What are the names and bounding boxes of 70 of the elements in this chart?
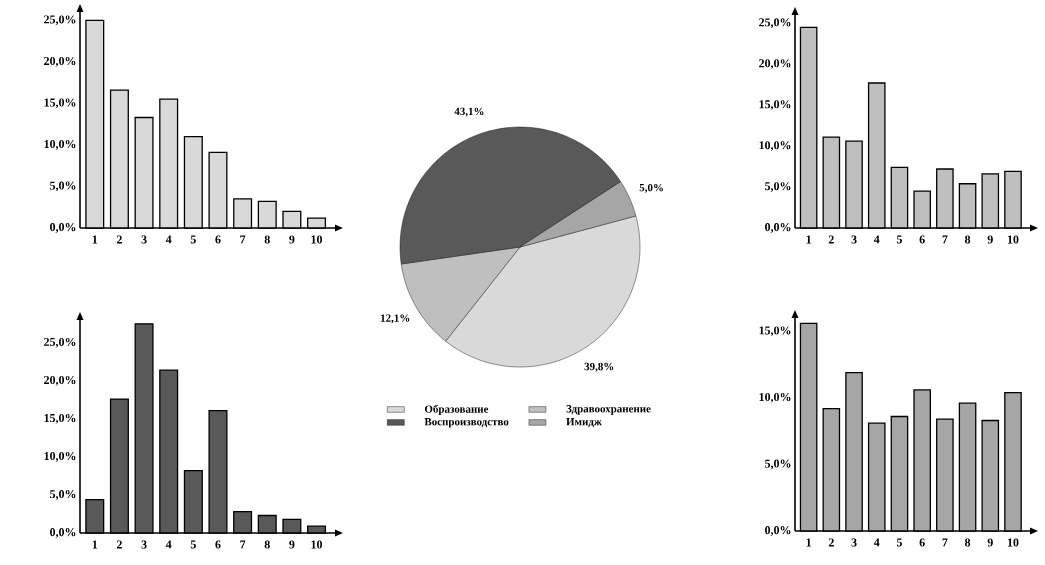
data-label: 43,1%	[454, 107, 484, 117]
x-tick-label: 5	[896, 235, 902, 244]
y-tick-label: 25,0%	[759, 18, 791, 29]
legend-label: Воспроизводство	[424, 418, 509, 428]
y-tick-label: 10,0%	[759, 392, 791, 403]
legend-label: Имидж	[566, 418, 602, 428]
y-tick-label: 25,0%	[44, 337, 76, 348]
data-label: 39,8%	[584, 362, 614, 372]
x-tick-label: 7	[240, 235, 246, 244]
x-tick-label: 8	[964, 538, 971, 547]
x-tick-label: 6	[215, 235, 221, 244]
x-tick-label: 9	[987, 538, 993, 547]
y-tick-label: 25,0%	[44, 15, 76, 26]
y-tick-label: 20,0%	[759, 59, 791, 70]
x-tick-label: 9	[289, 540, 295, 549]
x-tick-label: 10	[311, 235, 323, 244]
legend-label: Здравоохранение	[566, 405, 651, 415]
x-tick-label: 8	[264, 235, 270, 244]
x-tick-label: 3	[141, 540, 147, 549]
x-tick-label: 4	[873, 235, 880, 244]
x-tick-label: 10	[1007, 235, 1019, 244]
x-tick-label: 4	[165, 235, 172, 244]
y-tick-label: 5,0%	[50, 490, 76, 500]
x-tick-label: 6	[215, 540, 221, 549]
x-tick-label: 10	[311, 540, 323, 549]
x-tick-label: 2	[828, 538, 834, 547]
x-tick-label: 9	[987, 235, 993, 244]
x-tick-label: 5	[896, 538, 902, 547]
x-tick-label: 1	[806, 538, 811, 547]
x-tick-label: 7	[942, 235, 948, 244]
y-tick-label: 5,0%	[765, 182, 791, 192]
y-tick-label: 20,0%	[44, 56, 76, 67]
data-label: 5,0%	[639, 183, 663, 193]
y-tick-label: 0,0%	[50, 528, 76, 538]
y-tick-label: 10,0%	[44, 452, 76, 462]
legend-label: Образование	[424, 404, 489, 415]
x-tick-label: 7	[240, 540, 246, 549]
y-tick-label: 20,0%	[44, 375, 76, 386]
x-tick-label: 4	[873, 538, 880, 547]
x-tick-label: 6	[919, 235, 925, 244]
y-tick-label: 15,0%	[44, 98, 76, 109]
y-tick-label: 0,0%	[765, 223, 791, 233]
x-tick-label: 3	[851, 538, 857, 547]
x-tick-label: 10	[1007, 538, 1019, 547]
x-tick-label: 3	[851, 235, 857, 244]
x-tick-label: 4	[165, 540, 172, 549]
y-tick-label: 15,0%	[44, 413, 76, 424]
x-tick-label: 1	[806, 235, 811, 244]
x-tick-label: 5	[190, 235, 196, 244]
x-tick-label: 6	[919, 538, 925, 547]
y-tick-label: 10,0%	[44, 140, 76, 150]
x-tick-label: 2	[828, 235, 834, 244]
y-tick-label: 5,0%	[765, 459, 791, 470]
y-tick-label: 10,0%	[759, 141, 791, 151]
y-tick-label: 0,0%	[50, 223, 76, 233]
x-tick-label: 3	[141, 235, 147, 244]
data-label: 12,1%	[381, 314, 410, 324]
x-tick-label: 1	[92, 540, 98, 549]
y-tick-label: 5,0%	[50, 181, 76, 192]
x-tick-label: 8	[964, 235, 971, 244]
x-tick-label: 7	[942, 538, 948, 547]
x-tick-label: 2	[116, 540, 122, 549]
x-tick-label: 5	[190, 540, 196, 549]
y-tick-label: 15,0%	[759, 100, 791, 110]
y-tick-label: 0,0%	[765, 526, 791, 536]
x-tick-label: 9	[289, 235, 295, 244]
x-tick-label: 8	[264, 540, 270, 549]
y-tick-label: 15,0%	[759, 326, 791, 337]
x-tick-label: 1	[92, 235, 98, 244]
x-tick-label: 2	[116, 235, 122, 244]
